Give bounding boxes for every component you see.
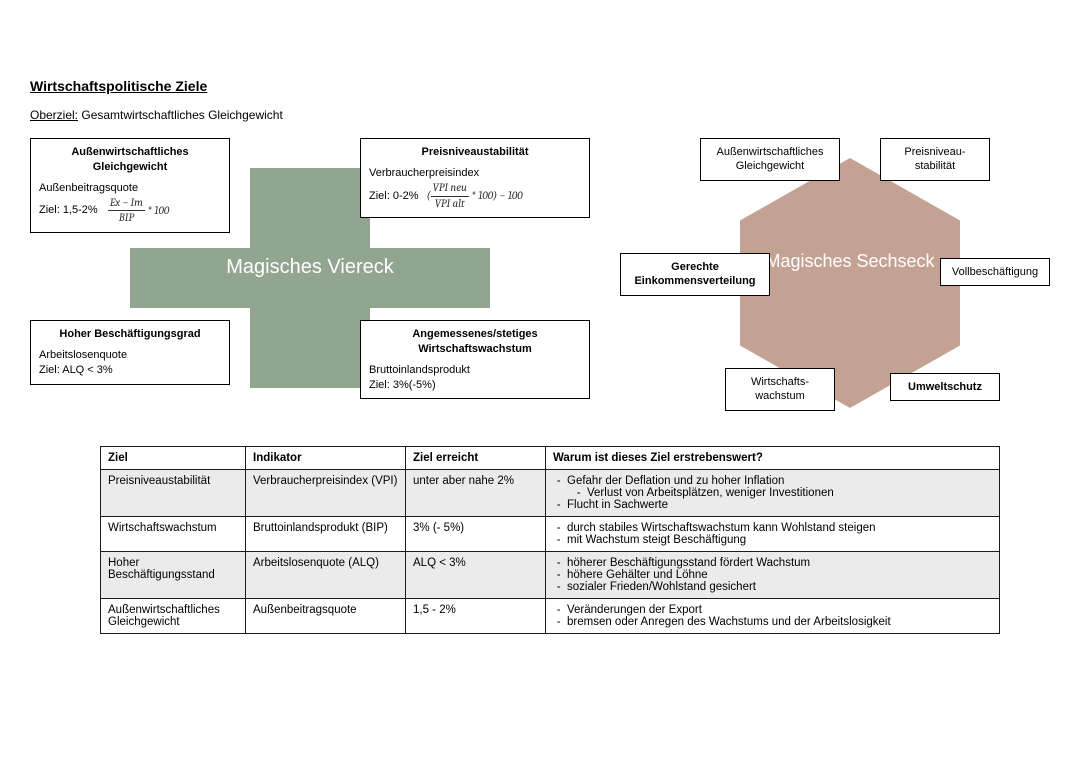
viereck-tr-l2: Ziel: 0-2% — [369, 189, 419, 204]
viereck-tl-title: Außenwirtschaftliches Gleichgewicht — [39, 145, 221, 175]
subtitle: Oberziel: Gesamtwirtschaftliches Gleichg… — [30, 108, 1050, 122]
sechseck-diagram: Magisches Sechseck Außenwirtschaftliches… — [630, 138, 1050, 428]
table-header: Warum ist dieses Ziel erstrebenswert? — [546, 447, 1000, 470]
hex-node-mr: Vollbeschäftigung — [940, 258, 1050, 286]
table-cell: 3% (- 5%) — [406, 517, 546, 552]
hex-node-tr: Preisniveau- stabilität — [880, 138, 990, 181]
page-title: Wirtschaftspolitische Ziele — [30, 78, 1050, 94]
viereck-tr-formula: ( VPI neu VPI alt * 100) − 100 — [427, 181, 523, 212]
hex-node-bl: Wirtschafts- wachstum — [725, 368, 835, 411]
goals-table: ZielIndikatorZiel erreichtWarum ist dies… — [100, 446, 1000, 634]
table-cell: 1,5 - 2% — [406, 599, 546, 634]
viereck-tr-title: Preisniveaustabilität — [369, 145, 581, 160]
viereck-tl-l2: Ziel: 1,5-2% — [39, 203, 98, 218]
subtitle-label: Oberziel: — [30, 108, 78, 122]
table-cell: Arbeitslosenquote (ALQ) — [246, 552, 406, 599]
table-row: WirtschaftswachstumBruttoinlandsprodukt … — [101, 517, 1000, 552]
viereck-br-title: Angemessenes/stetiges Wirtschaftswachstu… — [369, 327, 581, 357]
table-cell-reason: durch stabiles Wirtschaftswachstum kann … — [546, 517, 1000, 552]
table-cell: Bruttoinlandsprodukt (BIP) — [246, 517, 406, 552]
table-header: Ziel — [101, 447, 246, 470]
table-row: Außenwirtschaftliches GleichgewichtAußen… — [101, 599, 1000, 634]
viereck-box-tl: Außenwirtschaftliches Gleichgewicht Auße… — [30, 138, 230, 233]
viereck-bl-l1: Arbeitslosenquote — [39, 348, 221, 363]
viereck-br-l1: Bruttoinlandsprodukt — [369, 363, 581, 378]
table-cell-reason: Veränderungen der Exportbremsen oder Anr… — [546, 599, 1000, 634]
table-header: Ziel erreicht — [406, 447, 546, 470]
sechseck-center-label: Magisches Sechseck — [760, 250, 940, 273]
viereck-center-label: Magisches Viereck — [160, 256, 460, 279]
viereck-bl-l2: Ziel: ALQ < 3% — [39, 363, 221, 378]
viereck-br-l2: Ziel: 3%(-5%) — [369, 378, 581, 393]
table-cell: unter aber nahe 2% — [406, 470, 546, 517]
hex-node-br: Umweltschutz — [890, 373, 1000, 401]
viereck-diagram: Magisches Viereck Außenwirtschaftliches … — [30, 138, 590, 428]
table-cell: Verbraucherpreisindex (VPI) — [246, 470, 406, 517]
subtitle-text: Gesamtwirtschaftliches Gleichgewicht — [81, 108, 282, 122]
table-cell: ALQ < 3% — [406, 552, 546, 599]
viereck-tr-l1: Verbraucherpreisindex — [369, 166, 581, 181]
table-cell: Wirtschaftswachstum — [101, 517, 246, 552]
table-header: Indikator — [246, 447, 406, 470]
viereck-box-bl: Hoher Beschäftigungsgrad Arbeitslosenquo… — [30, 320, 230, 385]
table-cell-reason: Gefahr der Deflation und zu hoher Inflat… — [546, 470, 1000, 517]
table-cell: Außenbeitragsquote — [246, 599, 406, 634]
table-cell-reason: höherer Beschäftigungsstand fördert Wach… — [546, 552, 1000, 599]
hex-node-tl: Außenwirtschaftliches Gleichgewicht — [700, 138, 840, 181]
viereck-tl-l1: Außenbeitragsquote — [39, 181, 221, 196]
viereck-box-br: Angemessenes/stetiges Wirtschaftswachstu… — [360, 320, 590, 399]
viereck-box-tr: Preisniveaustabilität Verbraucherpreisin… — [360, 138, 590, 218]
table-row: PreisniveaustabilitätVerbraucherpreisind… — [101, 470, 1000, 517]
hex-node-ml: Gerechte Einkommensverteilung — [620, 253, 770, 296]
table-row: Hoher BeschäftigungsstandArbeitslosenquo… — [101, 552, 1000, 599]
table-cell: Hoher Beschäftigungsstand — [101, 552, 246, 599]
viereck-bl-title: Hoher Beschäftigungsgrad — [39, 327, 221, 342]
table-cell: Außenwirtschaftliches Gleichgewicht — [101, 599, 246, 634]
table-cell: Preisniveaustabilität — [101, 470, 246, 517]
viereck-tl-formula: Ex − Im BIP * 100 — [108, 196, 170, 227]
